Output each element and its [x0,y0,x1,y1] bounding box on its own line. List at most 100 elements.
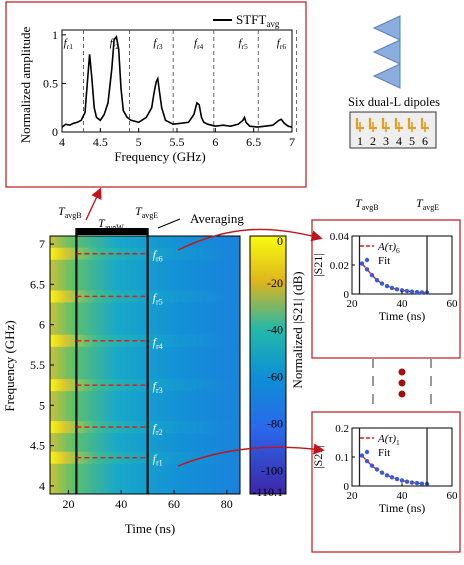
colorbar-tick-label: -110.1 [252,485,283,499]
x-tick-label: 20 [62,497,74,511]
x-tick-label: 4.5 [93,135,108,149]
top-legend: STFTavg [213,12,280,29]
marker-label-r4: fr4 [194,37,204,51]
fit-point [364,267,370,272]
x-tick-label: 80 [221,497,233,511]
fit-point [409,480,415,485]
top-ylabel: Normalized amplitude [18,26,33,143]
fit-t-avgb-label: TavgB [355,196,379,212]
top-panel-frame [5,1,307,188]
heatmap-label-r2: fr2 [153,421,163,437]
x-tick-label: 60 [447,490,459,502]
averaging-pointer [157,218,181,229]
heatmap-chart: fr1 fr2 fr3 fr4 fr5 fr6 4 4.5 5 5.5 6 6.5 7 20 40 60 80 [30,228,241,511]
fit-xlabel: Time (ns) [379,309,426,323]
fit-point [379,281,385,286]
legend-fit-swatch [364,449,370,455]
marker-label-r5: fr5 [238,37,248,51]
fit-point [404,479,410,484]
top-spectrum-chart: fr1 fr2 fr3 fr4 fr5 fr6 4 4.5 5 5.5 6 6.5 7 0 0.5 1 [43,28,298,149]
fit-point [394,287,400,292]
y-tick-label: 0 [344,481,350,493]
x-tick-label: 40 [115,497,127,511]
marker-label-r6: fr6 [277,37,287,51]
colorbar-tick-label: -40 [267,323,283,337]
fit-point [374,278,380,283]
t-avge-label: TavgE [135,204,158,220]
heatmap-label-r3: fr3 [153,379,163,395]
heatmap-label-r4: fr4 [153,335,163,351]
dipole-l-shape [381,118,390,130]
y-tick-label: 0.02 [330,260,349,272]
triangle-icon [372,39,401,65]
fit-point [389,475,395,480]
x-tick-label: 5.5 [170,135,185,149]
fit-t-labels: TavgB TavgE [355,196,439,212]
dipole-number: 1 [357,134,363,148]
x-tick-label: 4 [59,135,65,149]
fit-point [394,476,400,482]
x-tick-label: 6 [212,135,218,149]
colorbar-tick-label: 0 [277,234,283,248]
x-tick-label: 60 [168,497,180,511]
fit-point [389,285,395,291]
legend-model-label: A(τ)6 [377,241,400,255]
fit-point [399,288,405,293]
ellipsis-dot [398,368,406,376]
y-tick-label: 4.5 [30,439,45,453]
colorbar: 0 -20 -40 -60 -80 -100 -110.1 [249,234,287,499]
x-tick-label: 5 [136,135,142,149]
colorbar-tick-label: -80 [267,416,283,430]
fit-point [379,470,385,475]
top-xlabel: Frequency (GHz) [114,149,205,164]
fit-ylabel: |S21| [311,253,325,276]
triangle-icon [372,15,401,41]
x-tick-label: 6.5 [246,135,261,149]
fit-point [384,283,390,289]
legend-fit-label: Fit [378,255,390,267]
fit-point [409,289,415,294]
triangle-icon [372,63,401,89]
y-tick-label: 0.1 [335,452,349,464]
colorbar-label: Normalized |S21| (dB) [290,271,305,388]
x-tick-label: 60 [447,298,459,310]
dipole-l-shape [394,118,403,130]
marker-label-r1: fr1 [64,37,74,51]
fit-point [384,473,390,478]
y-tick-label: 0 [344,289,350,301]
legend-model-label: A(τ)1 [377,433,400,447]
y-tick-label: 0 [52,125,58,139]
arrow-to-spectrum [85,187,102,221]
colorbar-tick-label: -100 [261,463,283,477]
spectrum-line [61,34,293,128]
model-curve [361,455,428,485]
averaging-label: Averaging [190,211,244,226]
heatmap-xlabel: Time (ns) [125,521,175,536]
legend-fit-label: Fit [378,447,390,459]
y-tick-label: 6 [39,318,45,332]
fit-point [399,478,405,483]
dipole-number: 2 [370,134,376,148]
y-tick-label: 7 [39,237,45,251]
fit-xlabel: Time (ns) [379,501,426,515]
marker-label-r3: fr3 [153,37,163,51]
averaging-window-bar [76,228,148,235]
fit-point [364,458,370,464]
fit-point [414,480,420,486]
heatmap-label-r1: fr1 [153,452,163,468]
legend-fit-swatch [364,257,370,263]
dipole-l-shape [420,118,429,130]
fit-point [359,261,365,266]
x-tick-label: 40 [397,298,409,310]
x-tick-label: 20 [347,490,359,502]
y-tick-label: 0.04 [330,231,350,243]
fit-point [414,289,420,295]
horn-triangles [372,15,401,89]
fit-point [374,467,380,472]
arrow-to-fit-top [177,228,323,251]
dipole-number: 3 [383,134,389,148]
fit-point [404,288,410,294]
